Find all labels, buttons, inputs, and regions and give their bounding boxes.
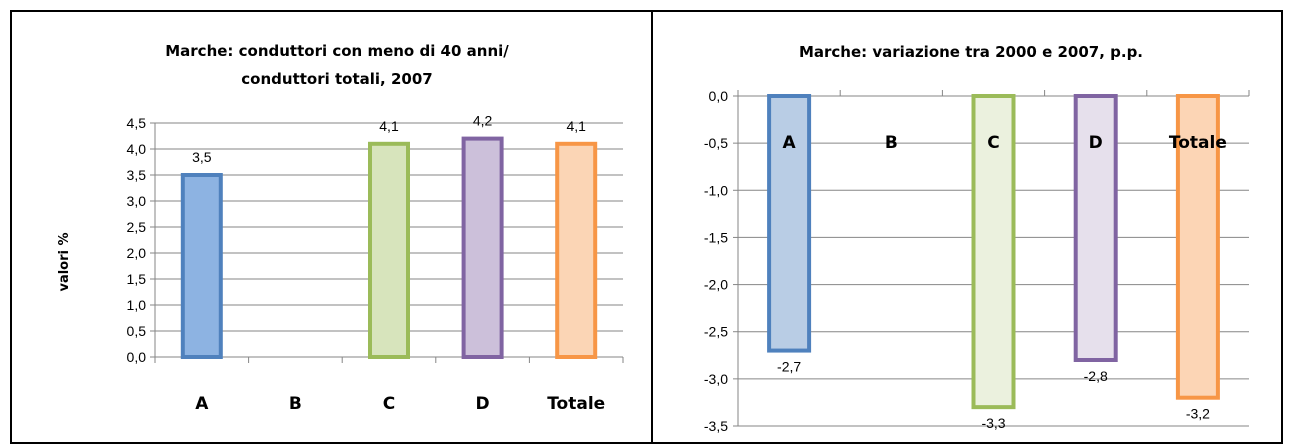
bar (180, 173, 223, 359)
y-tick-label: 0,0 (127, 349, 147, 365)
data-label: -3,3 (981, 415, 1005, 431)
category-label: B (289, 394, 302, 414)
y-tick-label: 2,0 (127, 245, 147, 261)
y-tick-label: -2,0 (704, 277, 728, 293)
data-label: -3,2 (1186, 406, 1210, 422)
y-tick-label: 0,5 (127, 323, 147, 339)
bar (461, 136, 504, 359)
data-label: -2,7 (777, 359, 801, 375)
bar (767, 94, 812, 353)
y-axis-label: valori % (57, 232, 72, 291)
y-tick-label: 4,5 (127, 115, 147, 131)
chart-frame (10, 10, 1283, 444)
y-tick-label: 1,0 (127, 297, 147, 313)
data-label: 4,2 (473, 113, 493, 129)
bar (1073, 94, 1118, 362)
chart-divider (651, 10, 653, 444)
y-tick-label: -0,5 (704, 135, 728, 151)
chart-title: Marche: variazione tra 2000 e 2007, p.p. (799, 43, 1143, 61)
category-label: D (1089, 133, 1103, 153)
category-label: Totale (1169, 133, 1227, 153)
y-tick-label: 2,5 (127, 219, 147, 235)
category-label: D (476, 394, 490, 414)
y-tick-label: 4,0 (127, 141, 147, 157)
data-label: 3,5 (192, 149, 212, 165)
y-tick-label: 1,5 (127, 271, 147, 287)
chart-title-line: conduttori totali, 2007 (241, 70, 432, 88)
data-label: 4,1 (566, 118, 586, 134)
bar (1175, 94, 1220, 400)
y-tick-label: -3,5 (704, 418, 728, 434)
category-label: C (383, 394, 395, 414)
category-label: B (885, 133, 898, 153)
category-label: A (783, 133, 797, 153)
data-label: 4,1 (379, 118, 399, 134)
y-tick-label: -2,5 (704, 324, 728, 340)
chart-right-variation: Marche: variazione tra 2000 e 2007, p.p.… (704, 43, 1250, 434)
y-tick-label: 0,0 (709, 88, 729, 104)
chart-title-line: Marche: conduttori con meno di 40 anni/ (165, 42, 509, 60)
data-label: -2,8 (1084, 368, 1108, 384)
category-label: A (195, 394, 209, 414)
category-label: Totale (547, 394, 605, 414)
y-tick-label: -1,0 (704, 182, 728, 198)
bar (368, 141, 410, 359)
y-tick-label: 3,0 (127, 193, 147, 209)
y-tick-label: -1,5 (704, 229, 728, 245)
y-tick-label: -3,0 (704, 371, 728, 387)
category-label: C (987, 133, 999, 153)
bar (971, 94, 1016, 410)
chart-left-youth-share: Marche: conduttori con meno di 40 anni/c… (57, 42, 624, 414)
bar (555, 141, 598, 359)
y-tick-label: 3,5 (127, 167, 147, 183)
